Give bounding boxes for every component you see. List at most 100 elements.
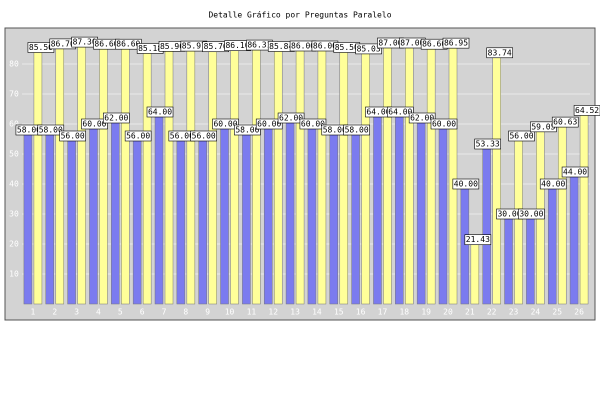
bar: [351, 129, 360, 305]
bar: [230, 45, 239, 305]
bar: [89, 123, 98, 305]
bar: [176, 135, 186, 305]
value-label-box: [81, 118, 108, 130]
value-label-box: [561, 166, 589, 178]
value-label-box: [277, 112, 305, 124]
value-label-box: [355, 43, 382, 55]
value-label: 85.50: [29, 43, 53, 52]
value-label-box: [573, 105, 600, 116]
bar: [569, 171, 579, 305]
x-tick-label: 11: [247, 308, 257, 317]
bar: [67, 135, 76, 305]
y-tick-label: 10: [9, 270, 19, 279]
x-tick-label: 4: [96, 308, 101, 317]
value-label-box: [518, 208, 545, 220]
value-label-box: [442, 37, 470, 49]
x-tick-label: 1: [31, 308, 36, 317]
bar: [208, 46, 217, 305]
bar: [198, 135, 207, 305]
value-label-box: [508, 130, 535, 142]
value-label: 58.00: [323, 126, 347, 135]
x-tick-label: 21: [465, 308, 475, 317]
value-label-box: [343, 124, 370, 136]
value-label: 30.00: [519, 210, 543, 219]
value-label: 85.97: [182, 42, 206, 51]
bar: [317, 45, 327, 305]
value-label: 56.00: [509, 132, 533, 141]
value-label: 87.00: [400, 39, 424, 48]
value-label: 62.00: [279, 114, 303, 123]
bar: [307, 123, 317, 305]
bar: [295, 45, 305, 305]
bar: [164, 46, 174, 305]
value-label-box: [234, 124, 261, 136]
value-label-box: [408, 112, 436, 124]
bar: [438, 123, 448, 305]
x-tick-label: 22: [487, 308, 497, 317]
value-label: 86.31: [247, 41, 271, 50]
value-label: 64.00: [366, 108, 390, 117]
x-tick-label: 2: [52, 308, 57, 317]
value-label: 60.00: [301, 120, 325, 129]
bar: [339, 47, 349, 305]
x-tick-label: 20: [443, 308, 453, 317]
value-label: 58.00: [345, 126, 369, 135]
value-label-box: [59, 130, 86, 142]
bar: [285, 117, 295, 305]
value-label: 60.63: [553, 118, 577, 127]
bar: [186, 45, 196, 305]
value-label-box: [103, 112, 130, 124]
bar: [383, 42, 392, 305]
value-label: 86.60: [94, 40, 118, 49]
bar: [426, 43, 436, 305]
value-label-box: [464, 234, 492, 246]
bar: [514, 135, 523, 305]
bar: [55, 43, 65, 305]
value-label: 64.00: [148, 108, 172, 117]
value-label: 59.05: [531, 122, 555, 131]
bar: [579, 110, 589, 305]
x-tick-label: 24: [531, 308, 541, 317]
y-tick-label: 50: [9, 150, 19, 159]
x-tick-label: 9: [205, 308, 210, 317]
value-label: 58.00: [39, 126, 63, 135]
value-label: 86.60: [116, 40, 140, 49]
value-label: 62.00: [410, 114, 434, 123]
x-tick-label: 26: [574, 308, 584, 317]
y-tick-label: 60: [9, 120, 19, 129]
bar: [33, 47, 43, 305]
bar: [526, 213, 535, 305]
value-label: 85.18: [138, 44, 162, 53]
value-label-box: [452, 178, 480, 190]
chart-title: Detalle Gráfico por Preguntas Paralelo: [208, 11, 391, 20]
value-label-box: [299, 118, 327, 130]
bar: [77, 41, 86, 305]
bar: [504, 213, 513, 305]
bar: [273, 46, 283, 305]
bar: [132, 135, 142, 305]
value-label: 56.00: [192, 132, 216, 141]
y-tick-label: 70: [9, 90, 19, 99]
x-tick-label: 19: [421, 308, 431, 317]
value-label: 86.95: [444, 39, 468, 48]
bar: [121, 43, 130, 305]
bar: [416, 117, 426, 305]
value-label-box: [486, 47, 513, 59]
bar: [220, 123, 229, 305]
x-tick-label: 18: [399, 308, 409, 317]
value-label: 56.00: [170, 132, 194, 141]
value-label: 86.00: [291, 42, 315, 51]
value-label-box: [539, 178, 567, 190]
value-label-box: [37, 124, 65, 136]
bar: [242, 129, 251, 305]
x-tick-label: 8: [183, 308, 188, 317]
value-label: 60.00: [213, 120, 237, 129]
value-label: 86.60: [422, 40, 446, 49]
value-label: 62.00: [104, 114, 128, 123]
value-label: 56.00: [61, 132, 85, 141]
value-label: 60.00: [432, 120, 456, 129]
y-tick-label: 20: [9, 240, 19, 249]
bar: [373, 111, 382, 305]
y-tick-label: 30: [9, 210, 19, 219]
